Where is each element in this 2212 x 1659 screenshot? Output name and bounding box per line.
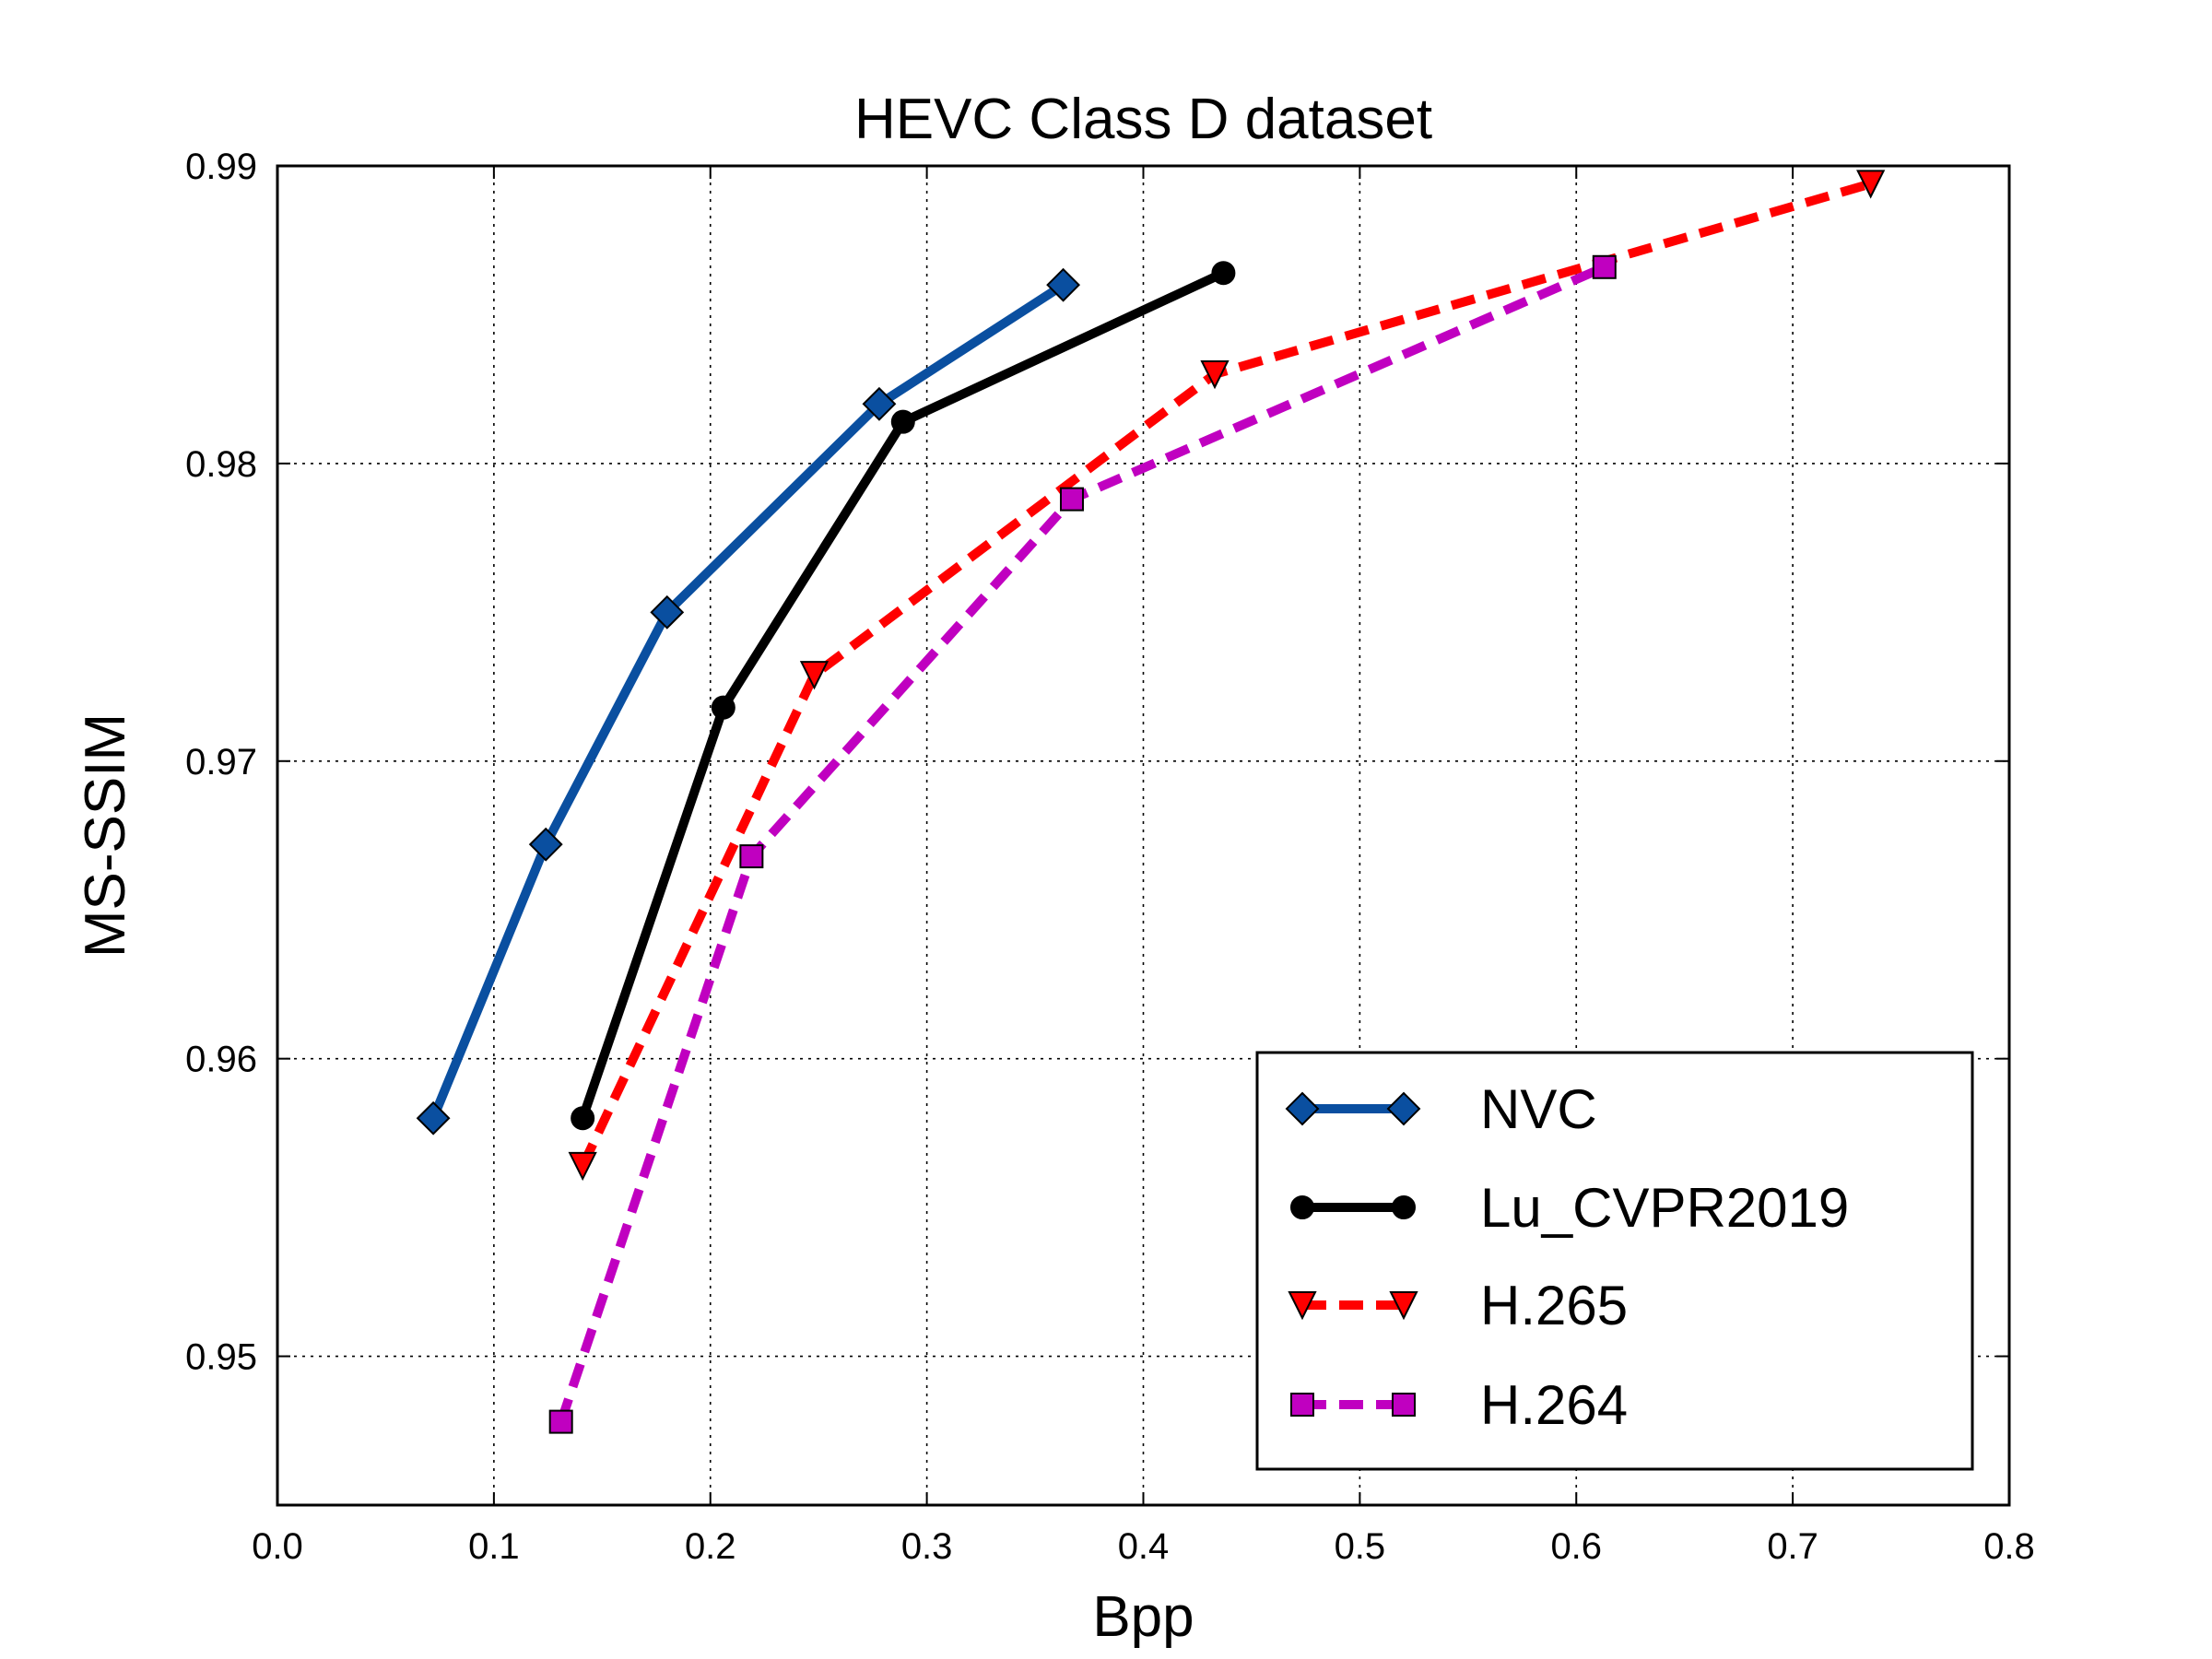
data-point [1200, 360, 1230, 390]
legend-marker [1389, 1291, 1418, 1321]
data-point [890, 409, 915, 434]
legend-marker [1290, 1195, 1314, 1219]
legend-item: Lu_CVPR2019 [1290, 1177, 1849, 1239]
legend-box [1255, 1051, 1974, 1471]
legend-label: NVC [1480, 1078, 1597, 1140]
legend-label: Lu_CVPR2019 [1480, 1177, 1849, 1239]
y-tick-label: 0.95 [185, 1337, 257, 1378]
x-tick-label: 0.0 [252, 1526, 303, 1567]
data-point [568, 1151, 597, 1182]
legend-label: H.265 [1480, 1275, 1628, 1336]
legend-item: H.264 [1290, 1374, 1628, 1436]
x-tick-label: 0.2 [685, 1526, 736, 1567]
x-tick-label: 0.5 [1335, 1526, 1386, 1567]
series-line [429, 281, 1066, 1121]
data-point [1856, 170, 1886, 199]
data-point [1592, 254, 1617, 279]
y-tick-label: 0.98 [185, 444, 257, 485]
legend-marker [1285, 1091, 1320, 1126]
legend-marker [1392, 1393, 1416, 1417]
legend-items: NVC Lu_CVPR2019 H.265 H.264 [1285, 1078, 1849, 1436]
data-point [739, 844, 764, 869]
series-line [578, 179, 1873, 1169]
legend-item: NVC [1285, 1078, 1597, 1140]
chart-title: HEVC Class D dataset [854, 88, 1432, 151]
x-tick-label: 0.4 [1118, 1526, 1170, 1567]
legend-marker [1392, 1195, 1416, 1219]
series-line [578, 268, 1226, 1120]
series-line [556, 263, 1606, 1424]
legend-label: H.264 [1480, 1374, 1628, 1436]
data-point [528, 827, 563, 862]
x-tick-label: 0.7 [1767, 1526, 1818, 1567]
legend-item: H.265 [1288, 1275, 1628, 1336]
data-point [1046, 267, 1081, 302]
y-tick-label: 0.96 [185, 1040, 257, 1080]
axis-ticks [276, 165, 2010, 1505]
series-lu-cvpr2019 [571, 261, 1236, 1131]
x-tick-labels: 0.0 0.1 0.2 0.3 0.4 0.5 0.6 0.7 0.8 [252, 1526, 2035, 1567]
data-point [1059, 487, 1084, 512]
series-nvc [416, 267, 1081, 1135]
x-tick-label: 0.8 [1983, 1526, 2035, 1567]
x-tick-label: 0.1 [468, 1526, 520, 1567]
data-point [711, 695, 735, 720]
data-point [862, 386, 897, 421]
y-tick-label: 0.97 [185, 742, 257, 782]
series-h-265 [568, 170, 1886, 1182]
y-tick-label: 0.99 [185, 147, 257, 187]
data-point [548, 1409, 573, 1434]
x-tick-label: 0.3 [901, 1526, 953, 1567]
series-layer [416, 170, 1886, 1434]
legend: NVC Lu_CVPR2019 H.265 H.264 [1255, 1051, 1974, 1471]
y-tick-labels: 0.95 0.96 0.97 0.98 0.99 [185, 147, 257, 1378]
data-point [571, 1106, 595, 1131]
series-h-264 [548, 254, 1617, 1434]
data-point [650, 594, 685, 629]
legend-marker [1290, 1393, 1314, 1417]
legend-marker [1386, 1091, 1421, 1126]
data-point [1211, 261, 1236, 286]
x-tick-label: 0.6 [1550, 1526, 1602, 1567]
x-axis-title: Bpp [1092, 1585, 1194, 1649]
data-point [799, 661, 830, 690]
data-point [416, 1100, 451, 1135]
y-axis-title: MS-SSIM [74, 713, 137, 958]
legend-marker [1288, 1291, 1317, 1321]
